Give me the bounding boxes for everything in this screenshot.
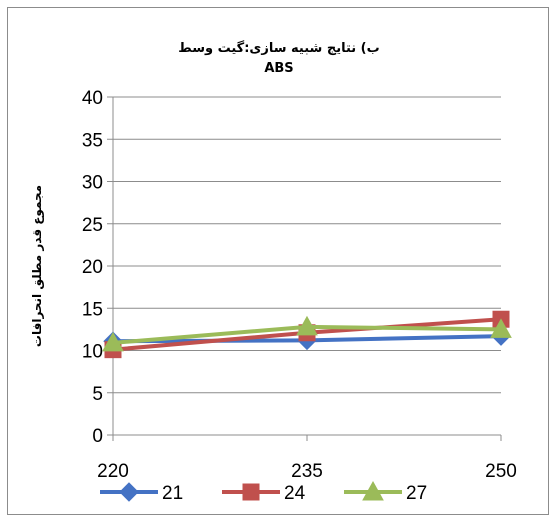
legend-label-21: 21 bbox=[162, 483, 183, 504]
legend-label-24: 24 bbox=[284, 483, 306, 504]
chart-title: ب) نتایج شبیه سازی:گیت وسط bbox=[178, 40, 379, 56]
legend-marker-21 bbox=[119, 482, 139, 502]
legend-marker-27 bbox=[362, 480, 384, 501]
y-axis-label: مجموع قدر مطلق انحرافات bbox=[30, 185, 45, 347]
series-27 bbox=[102, 315, 512, 352]
y-tick-label-35: 35 bbox=[82, 130, 103, 151]
y-tick-label-40: 40 bbox=[82, 88, 103, 109]
x-tick-label-235: 235 bbox=[291, 461, 323, 482]
y-tick-label-20: 20 bbox=[82, 257, 103, 278]
y-tick-label-10: 10 bbox=[82, 342, 103, 363]
x-tick-label-250: 250 bbox=[485, 461, 517, 482]
point-27-250 bbox=[490, 318, 512, 338]
point-27-220 bbox=[102, 331, 124, 352]
legend: 21 24 27 bbox=[100, 480, 427, 504]
y-tick-label-0: 0 bbox=[92, 426, 103, 447]
y-tick-label-30: 30 bbox=[82, 173, 103, 194]
x-tick-label-220: 220 bbox=[97, 461, 129, 482]
legend-label-27: 27 bbox=[406, 483, 427, 504]
legend-item-27: 27 bbox=[344, 480, 427, 504]
series-layer bbox=[102, 310, 512, 359]
y-tick-label-15: 15 bbox=[82, 299, 103, 320]
legend-marker-24 bbox=[242, 483, 260, 501]
grid-layer bbox=[113, 96, 501, 394]
legend-item-21: 21 bbox=[100, 482, 183, 504]
axis-layer: 0 5 10 15 20 25 30 35 40 220 235 250 bbox=[82, 88, 517, 482]
chart-frame bbox=[7, 7, 549, 515]
y-tick-label-25: 25 bbox=[82, 215, 103, 236]
point-27-235 bbox=[296, 315, 318, 336]
legend-item-24: 24 bbox=[222, 483, 306, 504]
chart-subtitle: ABS bbox=[264, 61, 293, 76]
y-tick-label-5: 5 bbox=[92, 384, 103, 405]
